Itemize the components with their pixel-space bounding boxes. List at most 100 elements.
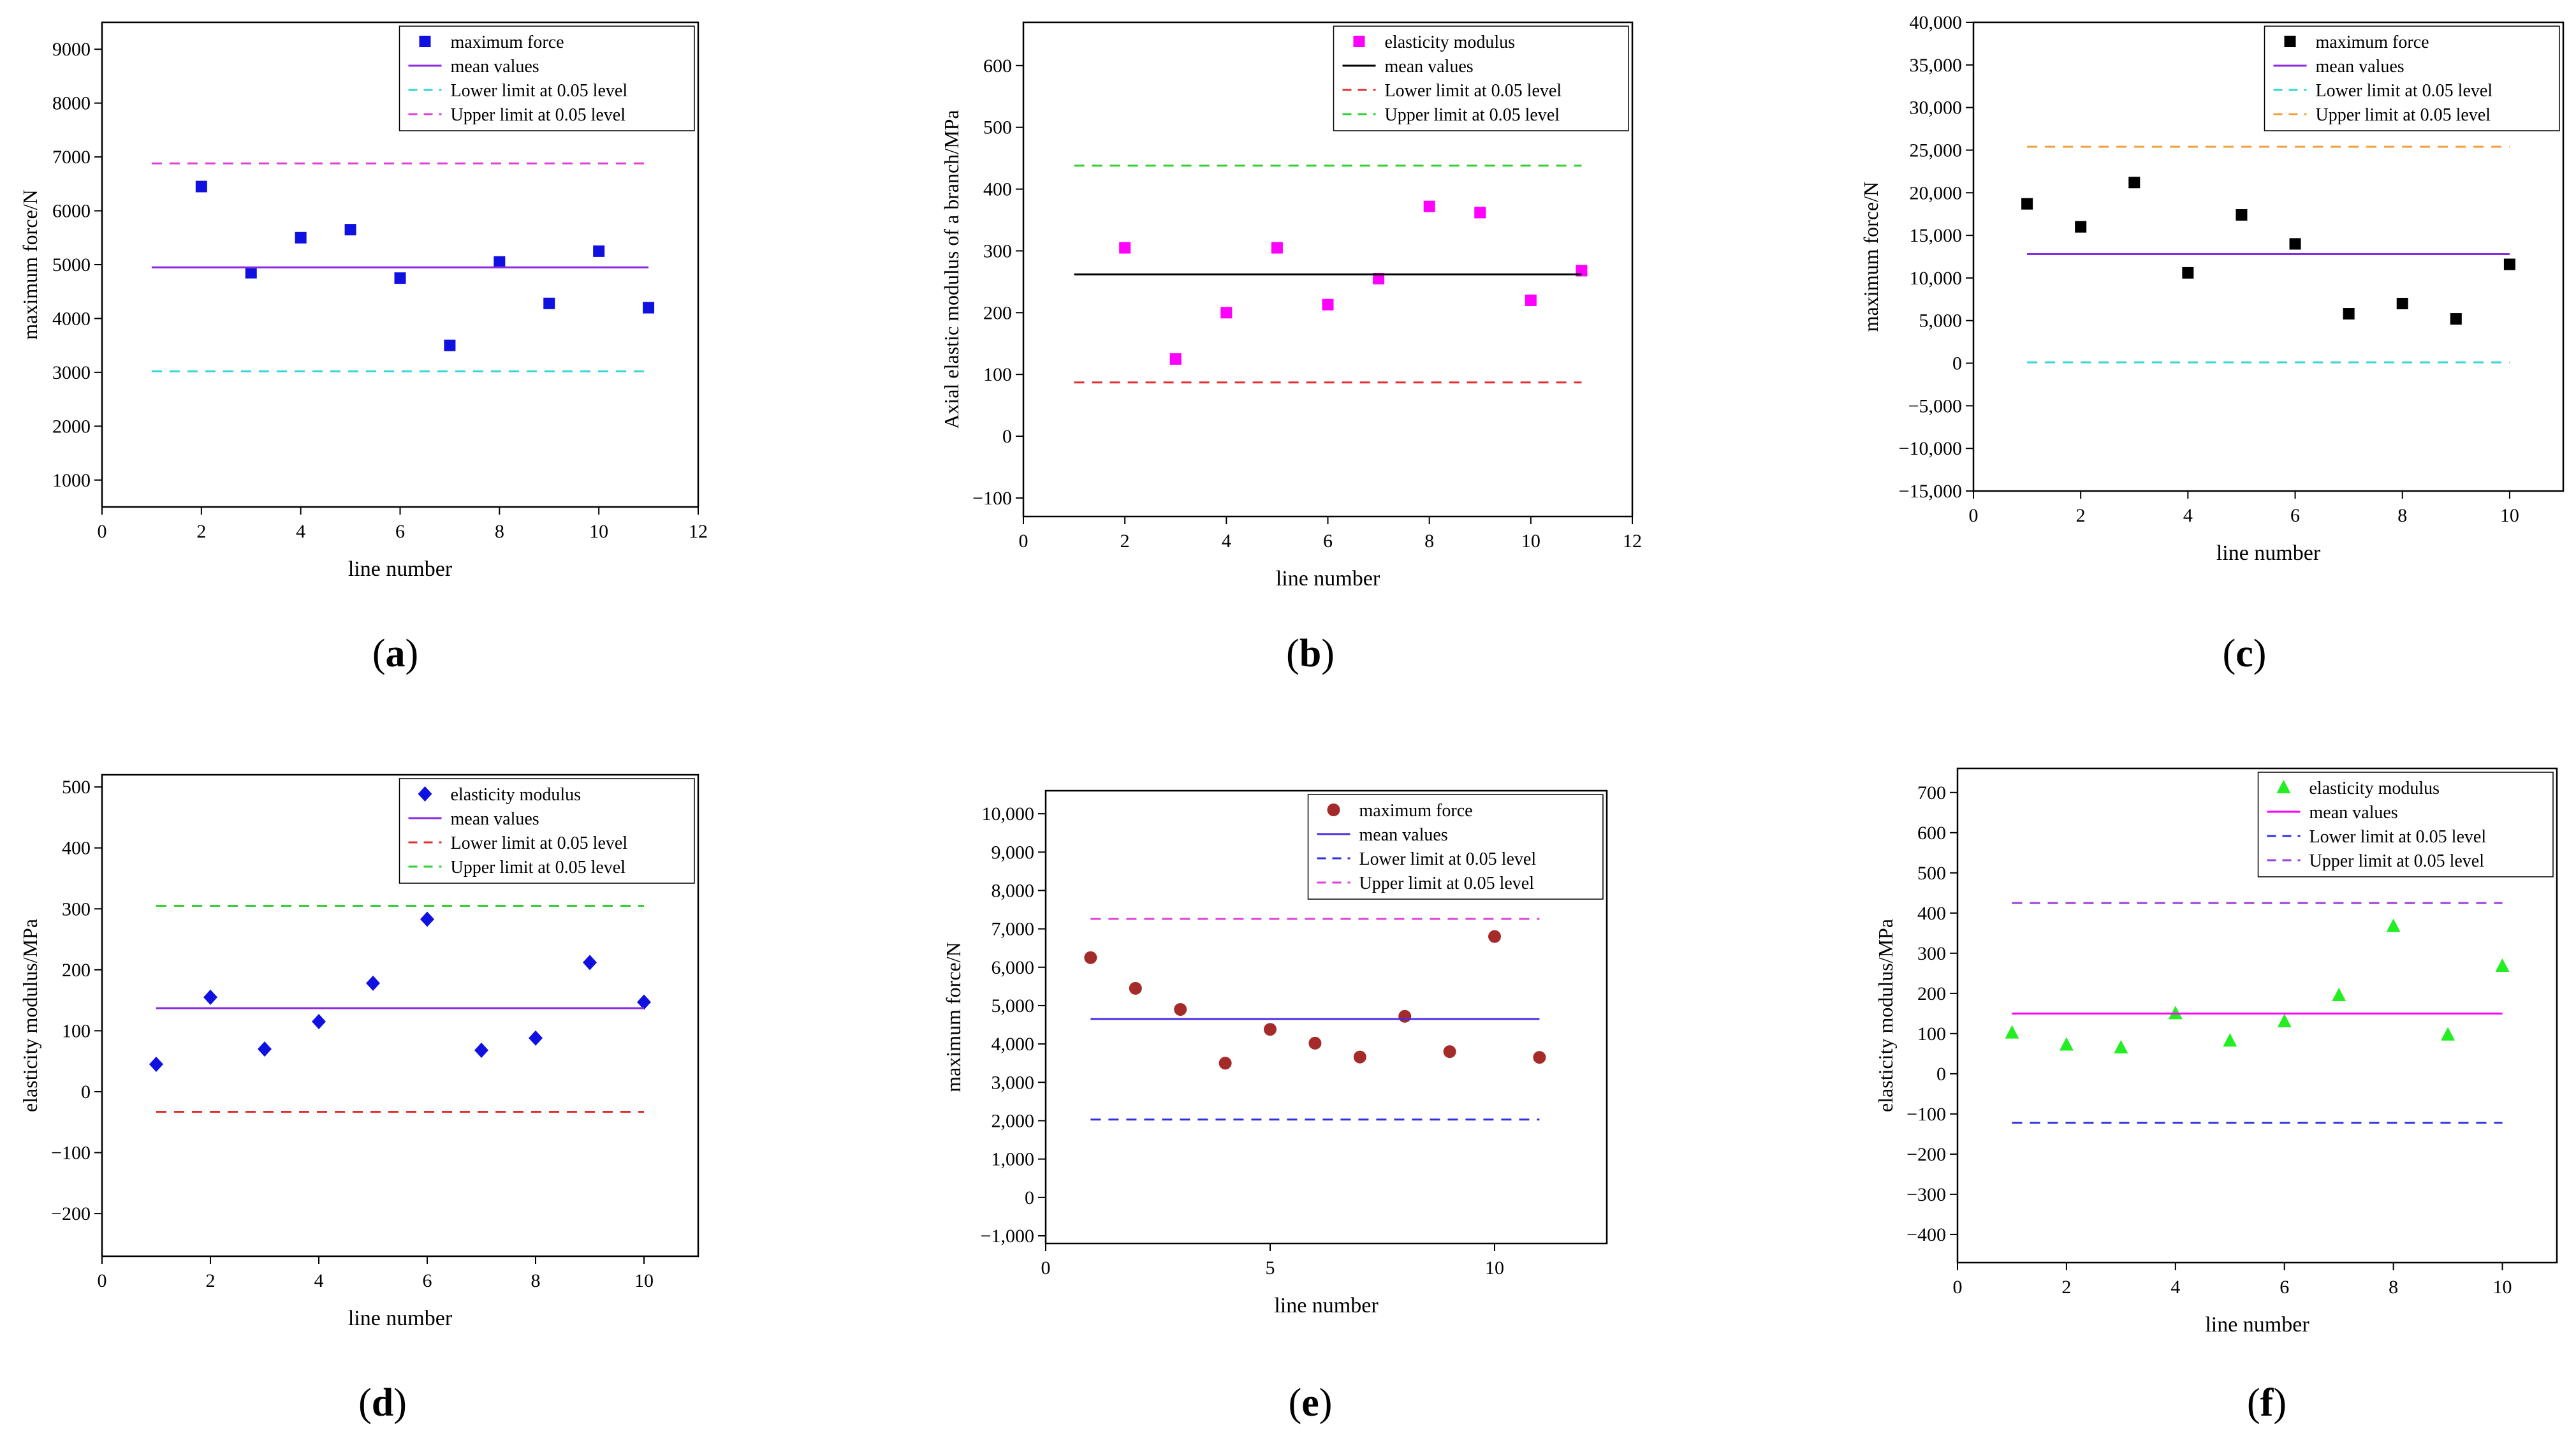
data-point [1220,307,1233,319]
panel-label: (f) [2247,1381,2287,1425]
y-tick-label: 7000 [52,147,91,168]
series-points [1084,930,1546,1070]
x-axis-label: line number [2205,1313,2309,1337]
y-tick-label: 100 [1917,1023,1946,1045]
y-tick-label: 4000 [52,308,91,329]
series-points [2005,918,2510,1053]
x-tick-label: 2 [206,1270,216,1291]
series-points [1119,200,1588,365]
data-point [1271,242,1283,254]
y-tick-label: 1,000 [992,1149,1035,1170]
y-axis-label: maximum force/N [18,189,41,339]
legend-label: Upper limit at 0.05 level [1385,105,1560,125]
legend-box [2264,26,2560,131]
data-point [1129,981,1142,995]
legend-marker [2276,780,2291,793]
y-tick-label: 200 [983,302,1012,323]
x-tick-label: 4 [314,1270,324,1291]
x-tick-label: 0 [1019,531,1028,552]
panel-letter: d [372,1381,393,1425]
y-tick-label: 10,000 [982,803,1035,825]
x-tick-label: 0 [1969,505,1979,526]
chart-panel-e: 0 5 10 −1,000 0 1,000 2,000 3,000 4,000 5,000 6,00… [942,789,1608,1425]
plot-frame [1044,789,1608,1245]
x-tick-label: 10 [634,1270,654,1291]
legend-box [399,778,695,884]
y-tick-label: 6000 [52,201,91,222]
data-point [2114,1039,2128,1053]
y-tick-label: 0 [81,1082,91,1103]
data-point [344,224,356,236]
panel-label: (c) [2223,632,2267,675]
data-point [1084,951,1097,964]
legend-box [2257,772,2554,877]
y-tick-label: 600 [1917,823,1946,844]
data-point [366,975,380,991]
x-tick-label: 5 [1266,1258,1275,1279]
x-tick-label: 2 [196,521,206,542]
plot-frame [1956,767,2558,1264]
y-tick-label: 20,000 [1910,182,1963,203]
legend-label: elasticity modulus [451,785,582,805]
y-tick-label: 2,000 [992,1110,1035,1131]
legend: maximum force mean values Lower limit at 0… [399,26,695,131]
y-tick-label: 2000 [52,416,91,437]
y-tick-label: 3,000 [992,1072,1035,1093]
x-tick-label: 8 [1424,531,1434,552]
panel-letter: a [386,632,406,675]
y-tick-label: −1,000 [981,1226,1034,1247]
y-tick-label: 100 [62,1020,91,1041]
data-point [1488,930,1501,943]
chart-panel-b: 0 2 4 6 8 10 12 −100 0 100 200 300 400 500 600 line num… [940,21,1642,675]
chart-panel-d: 0 2 4 6 8 10 −200 −100 0 100 200 300 400 500 line numb… [18,774,699,1425]
y-tick-label: 400 [62,838,91,859]
y-tick-label: −400 [1906,1224,1946,1245]
data-point [2182,267,2194,279]
legend-box [1307,794,1604,900]
panel-letter: e [1301,1381,1319,1425]
legend-marker [419,36,431,47]
data-point [2396,298,2408,309]
y-tick-label: 500 [1917,863,1946,884]
legend-label: Upper limit at 0.05 level [2309,851,2485,871]
y-tick-label: 500 [62,777,91,798]
data-point [637,994,651,1010]
legend-marker [418,786,432,802]
legend-marker [2284,36,2296,47]
y-tick-label: 3000 [52,362,91,383]
x-tick-label: 6 [2290,505,2300,526]
legend-label: Upper limit at 0.05 level [1359,874,1535,893]
y-tick-label: 200 [1917,983,1946,1004]
y-tick-label: −300 [1906,1184,1946,1205]
y-tick-label: 400 [983,179,1012,200]
y-tick-label: 7,000 [992,919,1035,940]
x-tick-label: 2 [2076,505,2086,526]
data-point [543,297,555,309]
y-tick-label: −100 [51,1143,91,1164]
x-axis-label: line number [2216,541,2321,565]
chart-panel-f: 0 2 4 6 8 10 −400 −300 −200 −100 0 100 200 300 400 500 6… [1874,767,2558,1425]
panel-label: (e) [1289,1381,1333,1425]
plot-frame [101,774,699,1258]
y-tick-label: 9000 [52,39,91,60]
panel-letter: b [1299,632,1321,675]
legend: maximum force mean values Lower limit at 0… [2264,26,2560,131]
data-point [593,245,605,257]
y-tick-label: 300 [983,240,1012,261]
y-tick-label: −15,000 [1899,481,1962,502]
legend-label: Lower limit at 0.05 level [1385,81,1562,101]
data-point [203,989,217,1005]
y-tick-label: 1000 [52,470,91,491]
x-tick-label: 10 [2500,505,2519,526]
x-tick-label: 0 [1953,1277,1963,1298]
data-point [394,272,406,284]
x-tick-label: 8 [2389,1277,2398,1298]
y-tick-label: 30,000 [1910,98,1963,119]
x-tick-label: 2 [1120,531,1130,552]
legend-label: mean values [2316,57,2404,77]
data-point [245,267,257,279]
y-tick-label: −200 [1906,1144,1946,1165]
data-point [444,339,456,351]
legend-label: Upper limit at 0.05 level [451,105,626,125]
